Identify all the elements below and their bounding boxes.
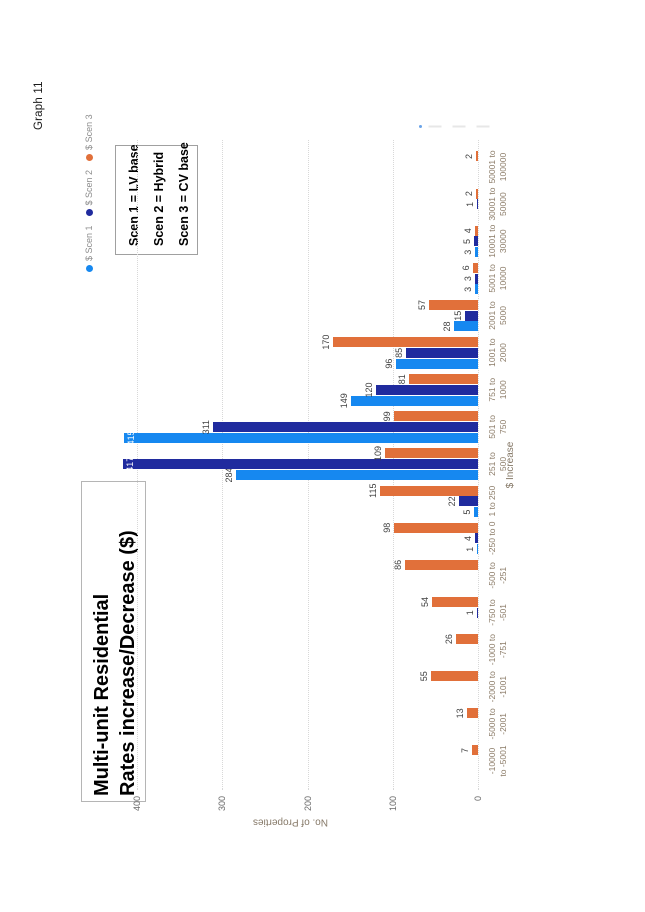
bar-scen2 [459, 496, 478, 507]
bar-scen2 [476, 199, 478, 210]
bar-scen3 [474, 225, 478, 236]
bar-scen3 [431, 597, 478, 607]
bar-scen1 [475, 247, 478, 258]
bar-scen3 [472, 745, 478, 756]
bar-scen1 [396, 358, 478, 369]
bar-scen2 [375, 385, 478, 395]
x-category-label: 50001 to 100000 [487, 150, 508, 184]
bar-scen3 [455, 634, 478, 645]
value-label: 86 [392, 559, 403, 570]
value-label: 99 [381, 411, 392, 422]
value-label: 81 [396, 374, 407, 385]
bar-scen3 [476, 151, 478, 162]
value-label: 26 [443, 634, 454, 645]
ghost-marker-dot [419, 125, 422, 128]
value-label: 54 [419, 597, 430, 608]
bar-scen3 [476, 188, 478, 199]
value-label: 417 [124, 456, 135, 472]
value-label: 55 [419, 671, 430, 682]
bar-scen2 [465, 310, 478, 321]
ghost-dash [428, 125, 442, 128]
value-label: 7 [460, 748, 471, 754]
value-label: 415 [126, 430, 137, 446]
value-label: 2 [464, 154, 475, 160]
bar-scen1 [124, 432, 478, 443]
ghost-dash [452, 125, 466, 128]
bar-scen3 [393, 411, 478, 422]
bar-scen3 [408, 374, 478, 385]
y-tick-label: 0 [473, 796, 483, 802]
bar-scen1 [476, 544, 478, 555]
bar-scen2 [122, 459, 478, 470]
y-tick-label: 400 [132, 796, 142, 812]
value-label: 2 [464, 191, 475, 197]
bar-scen1 [475, 284, 478, 295]
bar-scen2 [473, 236, 478, 247]
y-tick-label: 100 [387, 796, 398, 812]
bar-scen2 [474, 533, 478, 544]
bar-scen3 [333, 337, 478, 348]
y-tick-label: 200 [302, 796, 313, 812]
value-label: 57 [417, 300, 428, 311]
value-label: 311 [200, 419, 211, 435]
ghost-dash [476, 125, 490, 128]
bar-scen3 [431, 671, 478, 682]
value-label: 109 [373, 445, 384, 462]
bar-scen2 [405, 347, 478, 358]
value-label: 28 [442, 321, 453, 332]
value-label: 98 [382, 522, 393, 533]
bar-scen2 [475, 273, 478, 284]
bar-scen3 [466, 708, 478, 719]
y-tick-label: 300 [217, 796, 228, 812]
bar-scen2 [476, 607, 478, 618]
bar-scen3 [379, 485, 478, 496]
value-label: 120 [363, 382, 374, 398]
value-label: 115 [367, 483, 378, 498]
bar-scen1 [235, 470, 478, 480]
value-label: 13 [454, 708, 465, 719]
bar-scen3 [385, 448, 478, 459]
gridline [478, 140, 479, 790]
bar-scen1 [473, 507, 478, 518]
bar-scen2 [212, 422, 478, 433]
value-label: 149 [338, 393, 349, 409]
value-label: 170 [321, 334, 332, 350]
value-label: 4 [462, 228, 473, 234]
bar-scen3 [472, 262, 478, 273]
